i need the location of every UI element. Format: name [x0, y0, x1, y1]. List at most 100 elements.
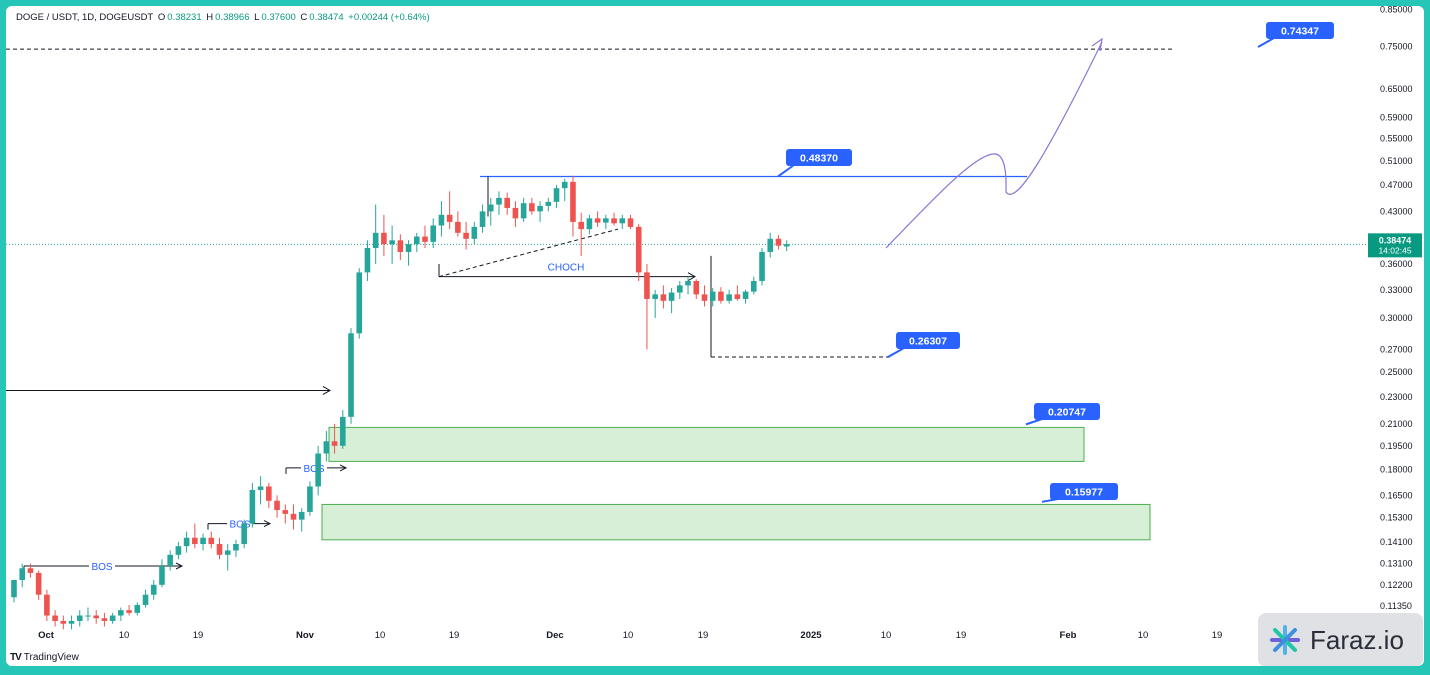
price-chart[interactable]: 0.85000 0.75000 0.65000 0.59000 0.55000 0.510… — [6, 6, 1424, 666]
level-callout-box — [1050, 483, 1118, 500]
candle-body — [446, 214, 453, 222]
candle-body — [430, 225, 437, 242]
candle-body — [274, 500, 280, 511]
candle-body — [19, 568, 26, 581]
candle-body — [718, 291, 724, 301]
x-tick-label: 10 — [623, 630, 634, 641]
y-tick-label: 0.33000 — [1380, 285, 1413, 295]
x-tick-label: Dec — [546, 630, 563, 641]
symbol-legend: DOGE / USDT, 1D, DOGEUSDT O 0.38231 H 0.38… — [16, 12, 432, 23]
candle-body — [109, 615, 116, 621]
candle-body — [759, 251, 765, 281]
level-callout-label: 0.15977 — [1065, 487, 1103, 499]
candle-body — [734, 294, 741, 299]
y-tick-label: 0.85000 — [1380, 6, 1413, 14]
candle-body — [578, 221, 584, 230]
candle-body — [479, 211, 486, 227]
bos-arrow-head — [263, 520, 272, 528]
candle-body — [60, 620, 67, 624]
candle-body — [668, 292, 675, 301]
x-tick-label: 19 — [1212, 630, 1223, 641]
candle-body — [438, 214, 445, 226]
candle-body — [537, 205, 543, 212]
candle-body — [331, 441, 338, 446]
y-tick-label: 0.27000 — [1380, 344, 1413, 354]
candle-body — [118, 610, 124, 616]
x-tick-label: 10 — [119, 630, 130, 641]
candle-body — [192, 537, 198, 545]
candle-body — [389, 240, 395, 245]
choch-trendline — [438, 228, 619, 278]
candle-body — [627, 218, 634, 227]
candle-body — [644, 272, 650, 299]
candle-body — [405, 244, 412, 252]
y-tick-label: 0.16500 — [1380, 490, 1413, 500]
projected-path — [885, 41, 1103, 249]
bos-label: BOS — [303, 464, 324, 475]
x-tick-label: 10 — [375, 630, 386, 641]
x-tick-label: 2025 — [800, 630, 822, 641]
bos-label-bg — [89, 560, 115, 572]
candle-body — [44, 594, 50, 616]
candle-body — [208, 537, 215, 545]
candle-body — [586, 218, 593, 230]
x-tick-label: 19 — [449, 630, 460, 641]
candle-body — [751, 280, 757, 292]
y-tick-label: 0.59000 — [1380, 113, 1413, 123]
close-label: C — [300, 12, 308, 23]
bos-label: BOS — [91, 562, 112, 573]
demand-zone — [328, 426, 1085, 462]
candle-body — [315, 453, 321, 487]
choch-arrow-head — [687, 272, 697, 282]
candle-body — [660, 294, 667, 301]
candle-body — [216, 544, 223, 555]
low-label: L — [254, 12, 260, 23]
current-price-value: 0.38474 — [1379, 235, 1412, 245]
level-callout-box — [1034, 403, 1100, 420]
candle-body — [381, 232, 387, 245]
candle-body — [200, 537, 206, 545]
level-callout-pointer — [887, 347, 905, 358]
candle-body — [619, 218, 626, 224]
change-value: +0.00244 (+0.64%) — [348, 12, 430, 23]
y-tick-label: 0.18000 — [1380, 465, 1413, 475]
tradingview-text: TradingView — [23, 652, 79, 663]
open-label: O — [157, 12, 166, 23]
y-tick-label: 0.55000 — [1380, 133, 1413, 143]
candle-body — [282, 510, 289, 514]
candle-body — [512, 207, 519, 219]
level-callout-label: 0.20747 — [1048, 407, 1086, 419]
candle-body — [709, 291, 716, 301]
candle-body — [487, 204, 494, 212]
candle-body — [266, 486, 272, 501]
candle-body — [35, 572, 42, 595]
tradingview-mark-icon: TV — [10, 652, 22, 663]
candle-body — [257, 486, 264, 490]
candle-body — [529, 203, 535, 212]
y-tick-label: 0.65000 — [1380, 84, 1413, 94]
candle-body — [413, 236, 420, 245]
current-price-countdown: 14:02:45 — [1378, 245, 1411, 255]
tradingview-logo[interactable]: TV TradingView — [10, 652, 79, 663]
bos-label: BOS — [229, 520, 250, 531]
candle-body — [701, 294, 708, 301]
y-tick-label: 0.13100 — [1380, 559, 1413, 569]
chart-frame: 0.85000 0.75000 0.65000 0.59000 0.55000 0.510… — [6, 6, 1424, 666]
candle-body — [142, 594, 149, 605]
close-value: 0.38474 — [309, 12, 344, 23]
faraz-watermark: Faraz.io — [1258, 613, 1423, 666]
candle-body — [167, 554, 173, 566]
level-callout-label: 0.26307 — [909, 336, 947, 348]
x-tick-label: 10 — [1138, 630, 1149, 641]
symbol-title: DOGE / USDT, 1D, DOGEUSDT — [16, 12, 154, 23]
x-tick-label: 19 — [698, 630, 709, 641]
y-tick-label: 0.25000 — [1380, 367, 1413, 377]
candle-body — [364, 248, 371, 273]
candle-body — [677, 285, 683, 293]
candle-body — [504, 197, 510, 208]
candle-body — [570, 181, 576, 222]
candle-body — [348, 333, 354, 417]
bos-arrow-head — [175, 562, 184, 570]
candle-body — [76, 615, 83, 621]
candle-body — [693, 280, 700, 295]
